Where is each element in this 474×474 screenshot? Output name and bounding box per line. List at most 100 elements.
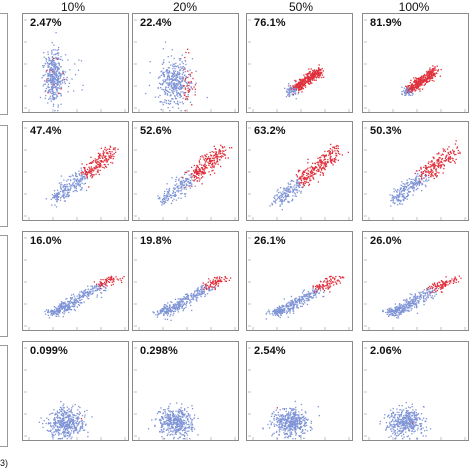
scatter-point xyxy=(48,63,50,65)
scatter-point-positive xyxy=(56,58,58,60)
scatter-point-positive xyxy=(418,78,420,80)
scatter-point xyxy=(413,304,415,306)
scatter-point xyxy=(296,182,299,184)
scatter-point xyxy=(171,78,173,81)
scatter-point xyxy=(415,188,417,191)
scatter-point xyxy=(82,294,84,297)
scatter-point xyxy=(177,311,180,313)
scatter-point xyxy=(170,202,173,205)
scatter-point-positive xyxy=(436,72,438,75)
scatter-point xyxy=(306,295,308,297)
scatter-point xyxy=(54,70,56,72)
scatter-point xyxy=(416,173,419,175)
scatter-point xyxy=(288,83,290,85)
scatter-point-positive xyxy=(81,163,83,165)
scatter-point xyxy=(55,82,57,85)
scatter-point-positive xyxy=(320,171,322,173)
scatter-point xyxy=(69,179,72,181)
scatter-point xyxy=(285,187,287,189)
scatter-point xyxy=(60,303,62,306)
scatter-point-positive xyxy=(426,77,428,79)
scatter-point-positive xyxy=(211,170,213,172)
scatter-point xyxy=(78,293,80,296)
scatter-point xyxy=(157,96,160,98)
scatter-point xyxy=(195,299,197,301)
scatter-point xyxy=(166,314,169,316)
scatter-point xyxy=(53,81,55,83)
scatter-point xyxy=(394,311,396,313)
scatter-point xyxy=(72,301,74,303)
scatter-point xyxy=(192,297,194,299)
scatter-point-positive xyxy=(431,174,433,176)
scatter-point-positive xyxy=(422,77,424,79)
scatter-point xyxy=(87,288,89,290)
scatter-point-positive xyxy=(112,158,114,160)
scatter-point xyxy=(170,313,172,316)
scatter-point-positive xyxy=(213,151,215,153)
scatter-point-positive xyxy=(427,174,430,177)
scatter-point-positive xyxy=(60,88,62,90)
scatter-point xyxy=(401,190,403,192)
scatter-point xyxy=(272,310,274,312)
scatter-point-positive xyxy=(435,164,437,167)
scatter-point xyxy=(190,75,192,77)
scatter-point-positive xyxy=(86,175,88,178)
scatter-point xyxy=(181,73,183,75)
scatter-point xyxy=(172,74,174,76)
scatter-point xyxy=(409,94,411,97)
scatter-point xyxy=(181,81,183,83)
scatter-point-positive xyxy=(305,179,307,181)
scatter-point-positive xyxy=(424,78,426,80)
scatter-point xyxy=(57,309,59,311)
scatter-point-positive xyxy=(301,79,303,81)
scatter-point xyxy=(49,92,52,94)
scatter-point xyxy=(406,182,408,184)
scatter-point xyxy=(49,75,51,77)
scatter-point-positive xyxy=(218,152,220,154)
scatter-point-positive xyxy=(334,147,336,150)
scatter-point xyxy=(274,312,276,315)
scatter-point xyxy=(161,88,163,90)
scatter-point-positive xyxy=(327,288,329,290)
scatter-point-positive xyxy=(303,174,305,176)
scatter-point-positive xyxy=(212,280,214,283)
scatter-point-positive xyxy=(199,178,201,180)
scatter-point xyxy=(298,190,300,192)
scatter-point xyxy=(284,308,286,310)
scatter-point xyxy=(82,84,84,86)
scatter-point-positive xyxy=(323,167,326,170)
scatter-point xyxy=(199,290,201,293)
scatter-point xyxy=(423,299,425,301)
scatter-point-positive xyxy=(440,165,442,167)
scatter-point xyxy=(172,200,174,202)
scatter-point-positive xyxy=(424,83,426,86)
scatter-point xyxy=(297,185,299,187)
scatter-point xyxy=(313,289,315,291)
scatter-point xyxy=(63,313,65,315)
scatter-point xyxy=(281,203,283,205)
scatter-point-positive xyxy=(314,79,316,81)
scatter-point xyxy=(172,305,175,308)
scatter-point xyxy=(169,83,171,85)
scatter-point-positive xyxy=(187,91,190,93)
scatter-point xyxy=(163,195,165,197)
scatter-point-positive xyxy=(187,87,189,89)
scatter-point-positive xyxy=(198,174,200,177)
scatter-point xyxy=(177,303,179,305)
scatter-point xyxy=(311,289,314,291)
scatter-point xyxy=(63,310,65,312)
scatter-point xyxy=(45,60,47,62)
scatter-point-positive xyxy=(337,145,339,147)
scatter-point xyxy=(180,190,182,192)
scatter-point xyxy=(282,193,284,196)
scatter-point xyxy=(54,80,56,82)
scatter-point-positive xyxy=(99,169,101,172)
scatter-point xyxy=(277,308,279,310)
scatter-point-positive xyxy=(184,171,186,174)
scatter-point-positive xyxy=(339,153,341,155)
scatter-point-positive xyxy=(97,152,100,154)
scatter-point-positive xyxy=(109,276,112,278)
scatter-point-positive xyxy=(105,166,108,168)
scatter-point xyxy=(173,188,176,190)
scatter-point-positive xyxy=(297,88,300,90)
